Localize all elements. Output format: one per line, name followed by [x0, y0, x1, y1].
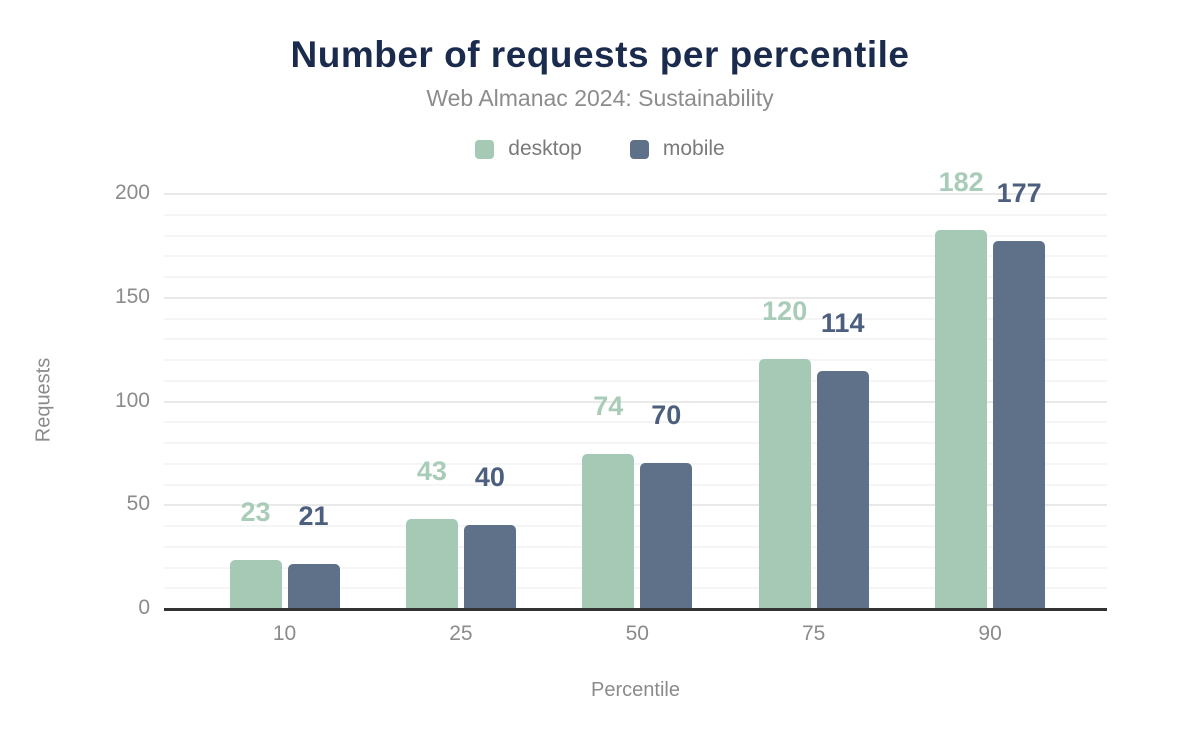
major-gridline — [164, 296, 1107, 299]
mobile-value-label-p10: 21 — [298, 501, 329, 532]
y-tick-label: 50 — [126, 492, 150, 516]
major-gridline — [164, 504, 1107, 507]
desktop-bar-p10 — [229, 560, 282, 608]
y-tick-label: 0 — [138, 596, 150, 619]
minor-gridline — [164, 421, 1107, 424]
desktop-value-label-p75: 120 — [762, 296, 808, 326]
minor-gridline — [164, 566, 1107, 569]
mobile-legend-label: mobile — [662, 137, 725, 160]
mobile-value-label-p75: 114 — [820, 308, 865, 339]
mobile-bar-p50 — [640, 462, 693, 608]
minor-gridline — [164, 359, 1107, 361]
desktop-value-label-p10: 23 — [240, 497, 271, 528]
minor-gridline — [164, 234, 1107, 237]
x-axis-title: Percentile — [591, 679, 680, 701]
mobile-bar-p75 — [816, 371, 869, 608]
y-axis-title: Requests — [32, 357, 55, 443]
mobile-bar-p10 — [287, 564, 340, 608]
y-tick-label: 200 — [114, 181, 150, 204]
chart-title: Number of requests per percentile — [290, 34, 910, 75]
legend-item-mobile: mobile — [629, 137, 725, 161]
desktop-bar-p90 — [935, 230, 988, 608]
mobile-bar-p25 — [463, 525, 516, 608]
mobile-value-label-p25: 40 — [474, 462, 505, 492]
plot-area: 0 50 100 150 200 23 21 10 43 40 25 74 70 50 120 114 75 18… — [115, 169, 1107, 645]
x-tick-label-50: 50 — [625, 622, 649, 645]
desktop-value-label-p50: 74 — [593, 391, 624, 422]
x-tick-label-75: 75 — [802, 622, 826, 645]
minor-gridline — [164, 525, 1107, 527]
desktop-bar-p50 — [582, 454, 635, 608]
major-gridline — [164, 193, 1107, 195]
minor-gridline — [164, 545, 1107, 548]
x-tick-label-10: 10 — [272, 622, 297, 645]
mobile-value-label-p50: 70 — [651, 399, 682, 430]
major-gridline — [164, 400, 1107, 403]
minor-gridline — [164, 379, 1107, 382]
desktop-legend-swatch — [475, 139, 495, 159]
mobile-bar-p90 — [993, 240, 1046, 608]
minor-gridline — [164, 587, 1107, 590]
legend: desktop mobile — [0, 137, 1200, 161]
desktop-value-label-p25: 43 — [416, 455, 447, 486]
y-tick-label: 100 — [114, 388, 150, 412]
desktop-value-label-p90: 182 — [938, 167, 984, 198]
x-tick-label-90: 90 — [978, 622, 1002, 645]
legend-item-desktop: desktop — [475, 137, 582, 161]
minor-gridline — [164, 276, 1107, 278]
x-tick-label-25: 25 — [449, 622, 473, 645]
minor-gridline — [164, 462, 1107, 465]
desktop-bar-p75 — [758, 359, 811, 608]
minor-gridline — [164, 483, 1107, 486]
mobile-legend-swatch — [629, 139, 649, 159]
desktop-bar-p25 — [405, 518, 458, 608]
mobile-value-label-p90: 177 — [996, 177, 1042, 208]
minor-gridline — [164, 338, 1107, 341]
minor-gridline — [164, 213, 1107, 216]
y-tick-label: 150 — [114, 284, 150, 308]
desktop-legend-label: desktop — [508, 137, 582, 160]
minor-gridline — [164, 255, 1107, 258]
minor-gridline — [164, 442, 1107, 444]
minor-gridline — [164, 317, 1107, 320]
chart-subtitle: Web Almanac 2024: Sustainability — [426, 85, 774, 111]
